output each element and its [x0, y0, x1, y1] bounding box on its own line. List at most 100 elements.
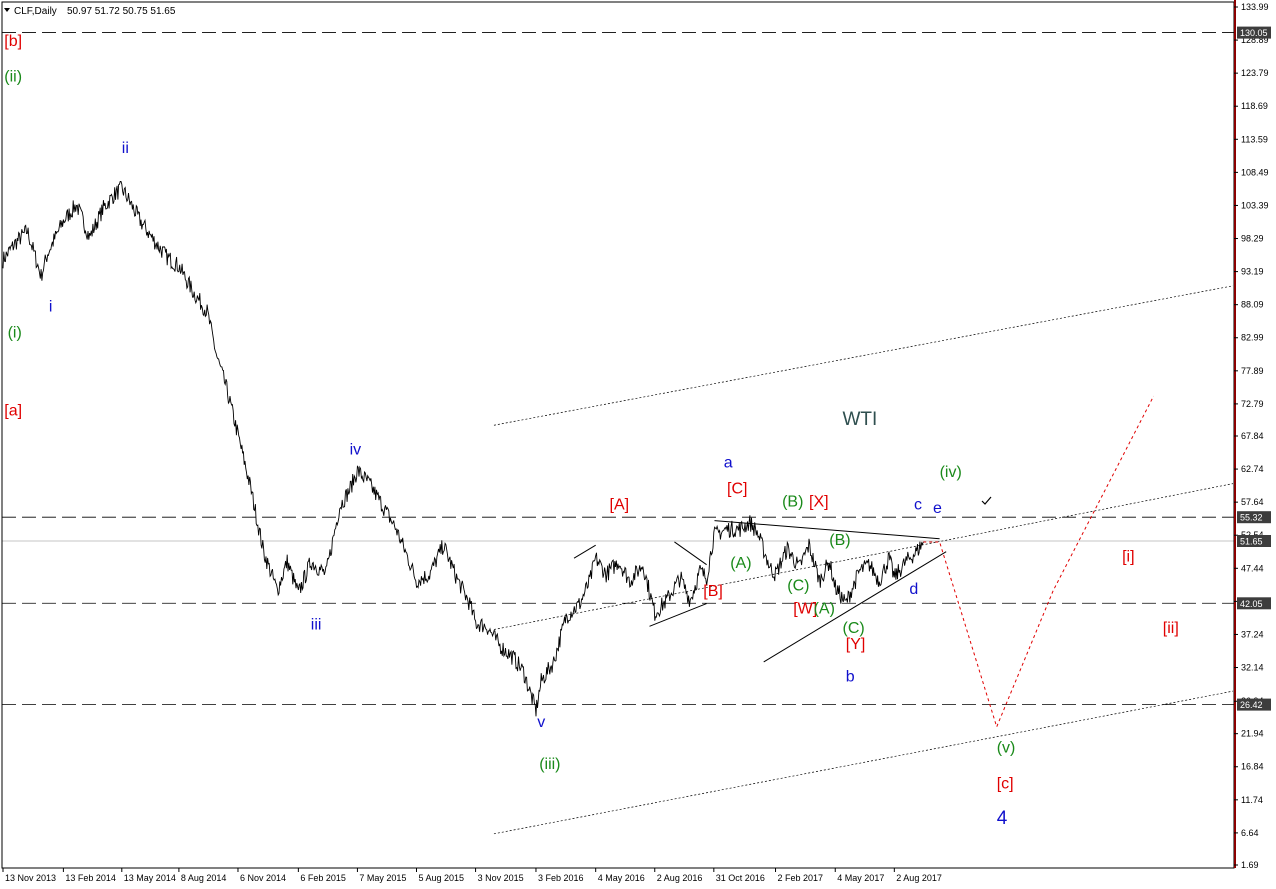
price-label: 26.42 — [1240, 700, 1263, 710]
channel-line — [493, 690, 1234, 835]
trend-line — [763, 551, 947, 663]
wave-label: [ii] — [1163, 620, 1179, 637]
wave-label: [Y] — [846, 636, 866, 653]
wave-label: iv — [350, 441, 362, 458]
y-tick-label: 88.09 — [1241, 300, 1264, 310]
y-tick-label: 82.99 — [1241, 333, 1264, 343]
x-tick-label: 4 May 2016 — [598, 873, 645, 883]
y-tick-label: 108.49 — [1241, 167, 1269, 177]
y-tick-label: 21.94 — [1241, 729, 1264, 739]
y-tick-label: 37.24 — [1241, 629, 1264, 639]
price-line — [2, 181, 924, 717]
y-tick-label: 133.99 — [1241, 2, 1269, 12]
y-tick-label: 118.69 — [1241, 101, 1268, 111]
x-tick-label: 13 May 2014 — [124, 873, 176, 883]
wave-label: (iv) — [940, 464, 962, 481]
x-tick-label: 31 Oct 2016 — [716, 873, 765, 883]
channel-line — [493, 285, 1234, 426]
y-tick-label: 67.84 — [1241, 431, 1264, 441]
wave-label: [c] — [997, 775, 1014, 792]
wave-label: i — [49, 299, 53, 316]
y-tick-label: 77.89 — [1241, 366, 1264, 376]
check-icon — [981, 496, 992, 505]
wave-label: [X] — [809, 493, 829, 510]
wave-label: (A) — [730, 555, 751, 572]
y-tick-label: 47.44 — [1241, 563, 1264, 573]
x-tick-label: 8 Aug 2014 — [181, 873, 227, 883]
x-tick-label: 3 Nov 2015 — [478, 873, 524, 883]
channel-line — [493, 483, 1234, 630]
x-tick-label: 2 Feb 2017 — [778, 873, 824, 883]
price-label: 42.05 — [1240, 599, 1263, 609]
wave-label: 4 — [997, 808, 1008, 829]
wave-label: (iii) — [539, 756, 560, 773]
y-tick-label: 6.64 — [1241, 828, 1259, 838]
x-tick-label: 13 Nov 2013 — [5, 873, 56, 883]
symbol-label: CLF,Daily — [14, 6, 57, 17]
x-tick-label: 6 Feb 2015 — [300, 873, 346, 883]
y-tick-label: 16.84 — [1241, 762, 1264, 772]
y-tick-label: 128.89 — [1241, 35, 1269, 45]
trend-line — [649, 603, 707, 627]
price-label-box — [1237, 597, 1271, 610]
y-tick-label: 62.74 — [1241, 464, 1264, 474]
y-tick-label: 98.29 — [1241, 234, 1264, 244]
x-tick-label: 4 May 2017 — [837, 873, 884, 883]
price-series — [2, 181, 924, 717]
y-tick-label: 57.64 — [1241, 497, 1264, 507]
wave-label: v — [537, 714, 545, 731]
wave-label: [i] — [1122, 548, 1134, 565]
wave-label: [C] — [727, 480, 747, 497]
chart-header: CLF,Daily 50.97 51.72 50.75 51.65 — [4, 6, 176, 17]
wave-label: b — [846, 668, 855, 685]
wave-label: [a] — [4, 403, 22, 420]
chart-lines — [2, 32, 1234, 835]
y-tick-label: 103.39 — [1241, 200, 1269, 210]
wave-label: d — [909, 581, 918, 598]
price-label-box — [1237, 511, 1271, 524]
wave-label: a — [724, 454, 733, 471]
y-tick-label: 93.19 — [1241, 267, 1264, 277]
trend-line — [674, 541, 707, 566]
dropdown-arrow-icon[interactable] — [4, 8, 10, 12]
wave-label: [b] — [4, 33, 22, 50]
wave-label: (A) — [814, 600, 835, 617]
y-tick-label: 72.79 — [1241, 399, 1264, 409]
y-tick-label: 113.59 — [1241, 134, 1268, 144]
y-tick-label: 32.14 — [1241, 663, 1264, 673]
y-tick-label: 11.74 — [1241, 795, 1263, 805]
wave-label: (B) — [782, 493, 803, 510]
wave-label: (v) — [997, 740, 1016, 757]
wave-label: (ii) — [4, 69, 22, 86]
wave-label: (i) — [8, 325, 22, 342]
wave-label: (B) — [829, 532, 850, 549]
ohlc-values: 50.97 51.72 50.75 51.65 — [67, 6, 176, 17]
price-label: 51.65 — [1240, 537, 1263, 547]
price-label-box — [1237, 535, 1271, 547]
trend-line — [573, 544, 596, 559]
wave-label: (C) — [843, 620, 865, 637]
wave-label: e — [933, 500, 942, 517]
wave-label: [B] — [703, 583, 723, 600]
wave-label: ii — [122, 140, 129, 157]
y-tick-label: 123.79 — [1241, 68, 1269, 78]
price-label: 55.32 — [1240, 513, 1263, 523]
x-tick-label: 3 Feb 2016 — [538, 873, 584, 883]
wave-label: c — [914, 497, 922, 514]
wave-label: [A] — [610, 497, 630, 514]
wave-label: [W] — [793, 600, 817, 617]
wave-label: WTI — [843, 409, 878, 430]
price-label: 130.05 — [1240, 28, 1268, 38]
x-tick-label: 6 Nov 2014 — [240, 873, 286, 883]
wave-label: (C) — [787, 578, 809, 595]
x-tick-label: 5 Aug 2015 — [419, 873, 465, 883]
price-label-box — [1237, 26, 1271, 39]
x-tick-label: 2 Aug 2016 — [657, 873, 703, 883]
x-tick-label: 7 May 2015 — [359, 873, 406, 883]
x-tick-label: 2 Aug 2017 — [896, 873, 942, 883]
wave-label: iii — [311, 617, 322, 634]
